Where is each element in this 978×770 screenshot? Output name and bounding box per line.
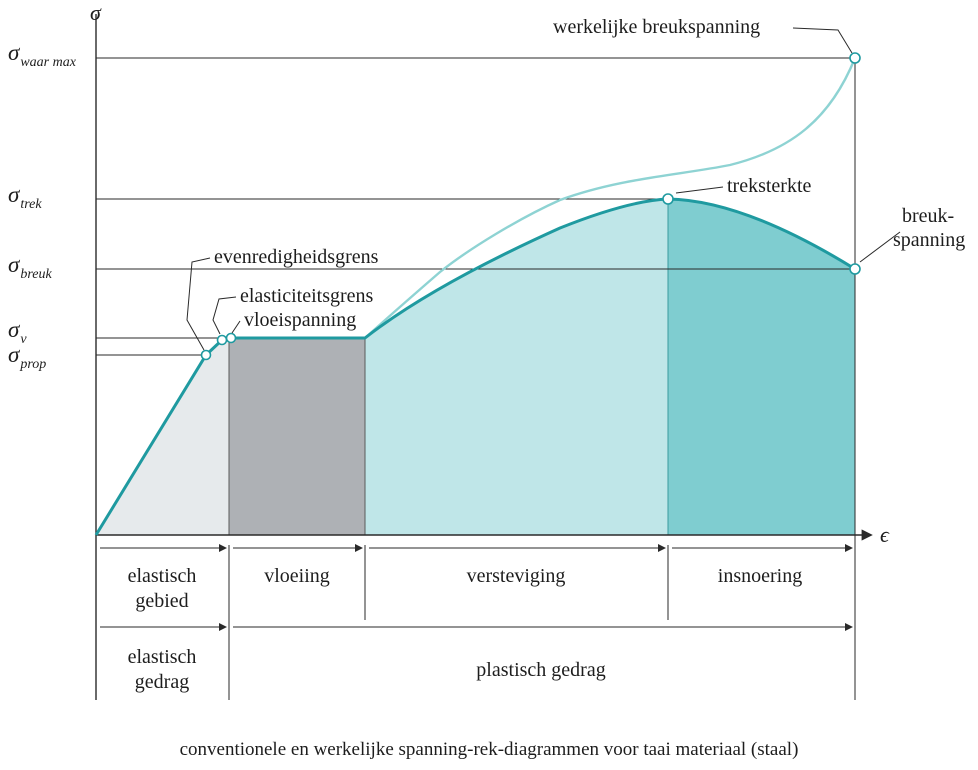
conventional-stress-curve: [94, 197, 856, 536]
behavior-elastisch-gedrag-line2: gedrag: [135, 671, 189, 693]
region-vloeiing: vloeiing: [264, 565, 330, 587]
necking-region-fill: [668, 199, 855, 535]
label-breuk-line2: spanning: [893, 229, 965, 251]
leader-evenredigheidsgrens: [186, 257, 211, 351]
label-evenredigheidsgrens: evenredigheidsgrens: [214, 246, 379, 268]
hardening-region-fill: [365, 199, 668, 535]
behavior-elastisch-gedrag-line1: elastisch: [128, 646, 197, 668]
x-axis-label: ϵ: [880, 522, 890, 547]
label-elasticiteitsgrens: elasticiteitsgrens: [240, 285, 374, 307]
region-insnoering: insnoering: [718, 565, 802, 587]
leader-breuk: [859, 231, 901, 263]
behavior-plastisch-gedrag: plastisch gedrag: [476, 659, 605, 681]
y-level-waar-max: σwaar max: [8, 40, 77, 70]
point-yield: [225, 332, 237, 344]
figure-caption: conventionele en werkelijke spanning-rek…: [180, 739, 799, 760]
leader-treksterkte: [675, 186, 724, 194]
region-elastisch-gebied-line2: gebied: [135, 590, 188, 612]
leader-elasticiteitsgrens: [212, 296, 237, 335]
y-level-breuk: σbreuk: [8, 252, 52, 282]
yield-region-fill: [229, 338, 365, 535]
point-tensile-strength: [662, 193, 674, 205]
point-proportional-limit: [200, 349, 212, 361]
label-treksterkte: treksterkte: [727, 175, 812, 197]
point-true-fracture: [849, 52, 861, 64]
point-elastic-limit: [216, 334, 228, 346]
elastic-region-fill: [96, 338, 229, 535]
y-level-v: σv: [8, 317, 27, 347]
leader-werkelijke-breukspanning: [792, 27, 853, 54]
point-fracture: [849, 263, 861, 275]
leader-vloeispanning: [231, 320, 241, 334]
y-axis-label: σ: [90, 0, 102, 25]
label-werkelijke-breukspanning: werkelijke breukspanning: [553, 16, 760, 38]
label-breuk-line1: breuk-: [902, 205, 954, 227]
true-stress-curve: [229, 57, 857, 340]
label-vloeispanning: vloeispanning: [244, 309, 356, 331]
y-level-prop: σprop: [8, 342, 46, 372]
y-level-trek: σtrek: [8, 182, 42, 212]
region-elastisch-gebied-line1: elastisch: [128, 565, 197, 587]
region-versteviging: versteviging: [467, 565, 566, 587]
